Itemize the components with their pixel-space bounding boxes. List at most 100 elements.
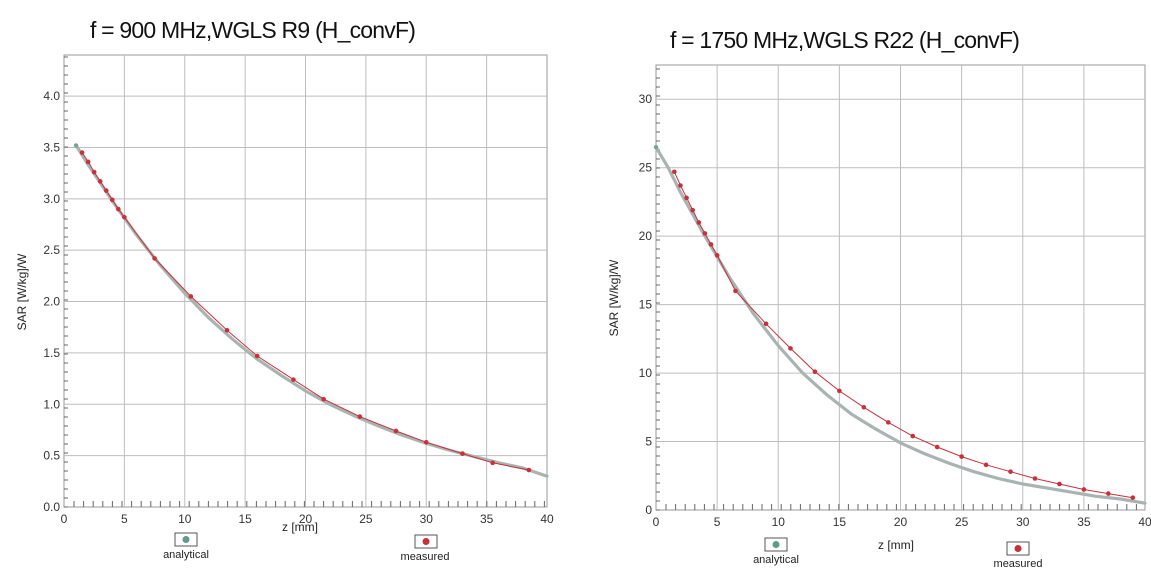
measured-point <box>91 169 97 175</box>
measured-point <box>1130 495 1136 500</box>
y-tick-label: 25 <box>639 161 653 175</box>
y-tick-label: 5 <box>645 435 652 449</box>
y-tick-label: 10 <box>639 366 653 380</box>
measured-point <box>959 454 964 459</box>
y-tick-label: 0.0 <box>43 500 60 514</box>
measured-point <box>85 159 91 165</box>
measured-point <box>321 396 326 402</box>
x-tick-label: 35 <box>480 512 494 526</box>
y-tick-label: 0.5 <box>43 449 60 463</box>
measured-point <box>116 206 121 212</box>
chart-1: f = 900 MHz,WGLS R9 (H_convF) 0 5 10 15 20 25 3… <box>15 17 554 563</box>
measured-point <box>97 179 103 184</box>
measured-legend-icon <box>422 538 430 545</box>
legend-label: measured <box>401 551 450 563</box>
x-tick-label: 25 <box>359 512 373 526</box>
measured-point <box>733 288 738 294</box>
measured-point <box>393 428 399 434</box>
y-tick-label: 15 <box>639 298 653 312</box>
measured-point <box>79 150 85 155</box>
measured-point <box>1057 481 1062 487</box>
chart-title: f = 900 MHz,WGLS R9 (H_convF) <box>90 17 415 43</box>
measured-legend-icon <box>1014 545 1022 552</box>
measured-point <box>714 253 720 258</box>
measured-point <box>861 405 867 410</box>
x-tick-label: 10 <box>772 515 786 529</box>
legend-item-analytical: analytical <box>163 532 209 561</box>
measured-point <box>423 439 429 445</box>
measured-point <box>684 195 689 201</box>
measured-point <box>122 215 127 220</box>
measured-point <box>291 377 296 382</box>
x-tick-label: 35 <box>1077 515 1091 529</box>
analytical-point <box>653 144 659 150</box>
analytical-point <box>73 143 79 148</box>
measured-point <box>934 444 940 450</box>
measured-point <box>788 346 793 351</box>
measured-point <box>885 420 891 425</box>
measured-point <box>837 388 842 394</box>
measured-point <box>1081 487 1087 492</box>
x-tick-label: 20 <box>299 512 313 526</box>
measured-point <box>357 414 363 419</box>
legend-item-measured: measured <box>401 534 450 563</box>
measured-point <box>690 207 695 213</box>
x-axis-label: z [mm] <box>878 538 914 552</box>
measured-point <box>188 294 194 299</box>
x-tick-label: 40 <box>540 512 554 526</box>
measured-point <box>224 328 230 333</box>
measured-point <box>254 353 260 359</box>
measured-point <box>696 220 702 225</box>
legend-item-analytical: analytical <box>753 537 799 566</box>
y-tick-label: 2.0 <box>43 295 60 309</box>
y-tick-label: 1.0 <box>43 397 60 411</box>
y-tick-label: 1.5 <box>43 346 60 360</box>
x-tick-label: 0 <box>61 512 68 526</box>
x-tick-label: 20 <box>894 515 908 529</box>
x-tick-label: 15 <box>833 515 847 529</box>
measured-point <box>1106 491 1111 496</box>
measured-point <box>910 433 916 439</box>
legend-item-measured: measured <box>994 541 1043 570</box>
legend-label: measured <box>994 558 1043 570</box>
x-tick-label: 0 <box>653 515 660 529</box>
x-tick-label: 40 <box>1138 515 1151 529</box>
measured-point <box>1032 476 1038 481</box>
measured-point <box>103 188 109 193</box>
y-tick-label: 3.5 <box>43 140 60 154</box>
measured-point <box>678 183 683 188</box>
y-tick-label: 0 <box>645 503 652 517</box>
measured-point <box>110 197 115 203</box>
measured-point <box>526 467 532 473</box>
y-tick-label: 20 <box>639 229 653 243</box>
x-tick-label: 5 <box>714 515 721 529</box>
measured-point <box>1008 469 1013 474</box>
x-tick-label: 30 <box>420 512 434 526</box>
measured-point <box>763 321 769 327</box>
measured-point <box>702 231 708 236</box>
measured-point <box>490 460 495 466</box>
y-tick-label: 4.0 <box>43 89 60 103</box>
measured-point <box>460 451 465 456</box>
y-tick-label: 3.0 <box>43 192 60 206</box>
y-tick-label: 2.5 <box>43 243 60 257</box>
chart-2: f = 1750 MHz,WGLS R22 (H_convF) 0 5 10 15 20 2… <box>607 27 1151 570</box>
x-axis-label: z [mm] <box>282 520 318 534</box>
x-tick-label: 10 <box>178 512 192 526</box>
measured-point <box>152 256 157 261</box>
analytical-legend-icon <box>182 536 190 543</box>
measured-point <box>983 462 989 468</box>
y-axis-label: SAR [W/kg]/W <box>607 259 621 336</box>
legend-label: analytical <box>163 549 209 561</box>
chart-title: f = 1750 MHz,WGLS R22 (H_convF) <box>670 27 1019 53</box>
measured-point <box>812 369 818 375</box>
y-tick-label: 30 <box>639 92 653 106</box>
y-axis-label: SAR [W/kg]/W <box>15 253 29 330</box>
x-tick-label: 30 <box>1016 515 1030 529</box>
x-tick-label: 25 <box>955 515 969 529</box>
legend-label: analytical <box>753 554 799 566</box>
analytical-legend-icon <box>772 541 780 548</box>
measured-point <box>708 242 714 247</box>
x-tick-label: 15 <box>238 512 252 526</box>
